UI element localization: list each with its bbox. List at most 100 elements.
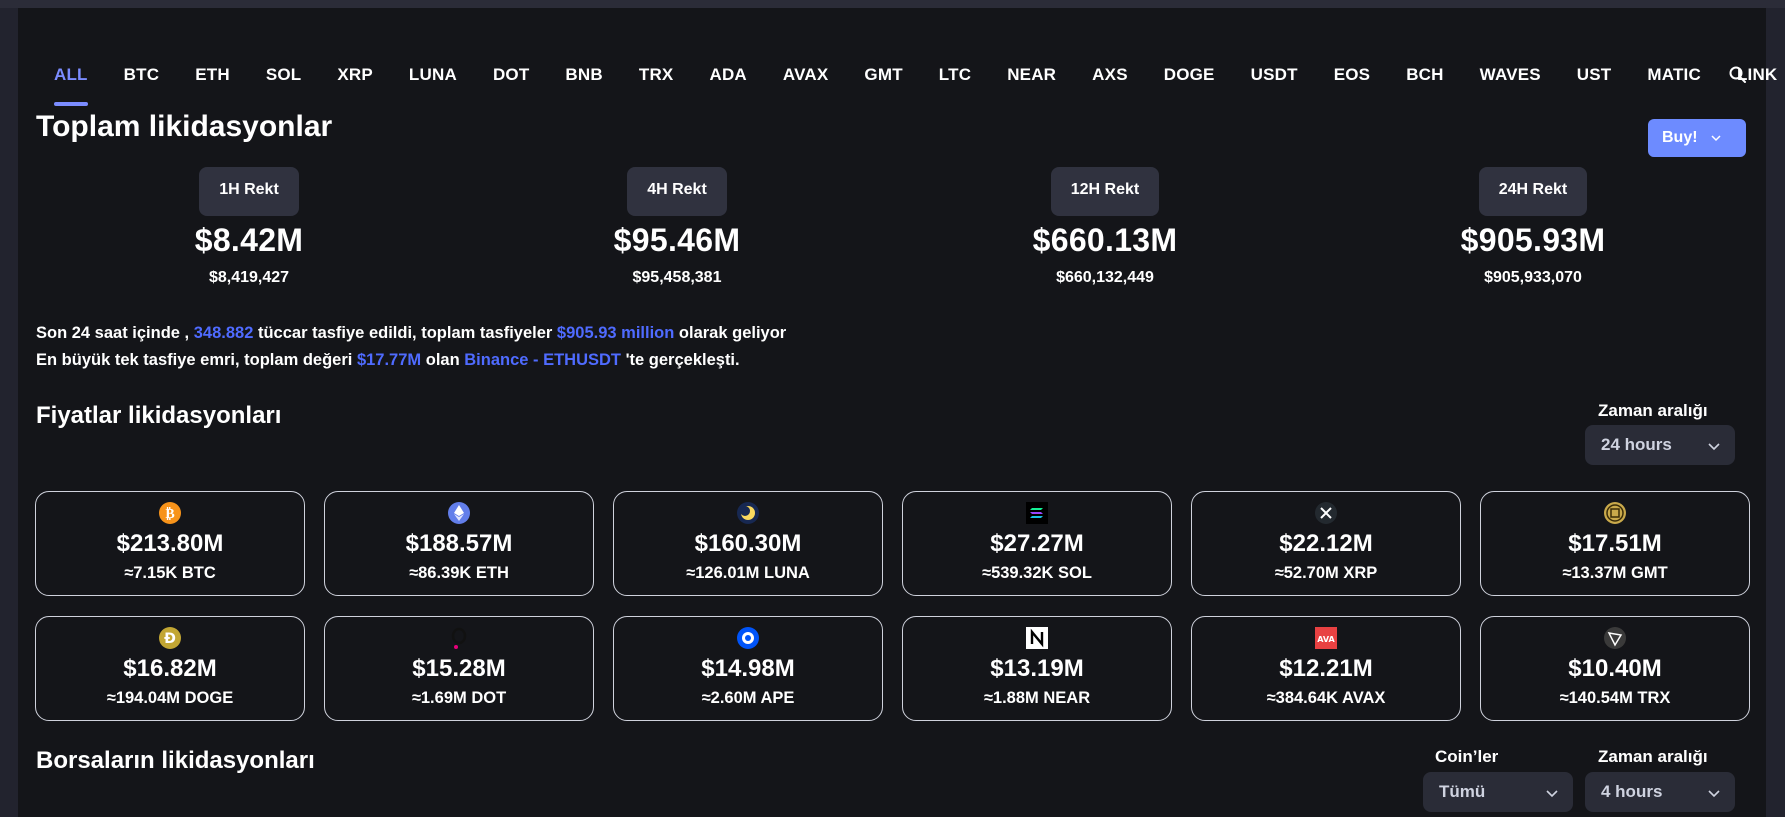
chevron-down-icon [1708, 443, 1720, 451]
chevron-down-icon [1708, 790, 1720, 798]
tab-eth[interactable]: ETH [195, 65, 230, 84]
avalanche-icon: AVA [1314, 626, 1338, 650]
chevron-down-icon [1546, 790, 1558, 798]
rekt-short-value: $95.46M [613, 222, 741, 258]
tab-waves[interactable]: WAVES [1479, 65, 1541, 84]
luna-icon [736, 501, 760, 525]
largest-order-value: $17.77M [356, 351, 422, 369]
tab-xrp[interactable]: XRP [337, 65, 373, 84]
solana-icon [1025, 501, 1049, 525]
coin-card-sol[interactable]: $27.27M ≈539.32K SOL [902, 491, 1172, 596]
coin-card-ape[interactable]: $14.98M ≈2.60M APE [613, 616, 883, 721]
coin-card-near[interactable]: $13.19M ≈1.88M NEAR [902, 616, 1172, 721]
coin-card-dot[interactable]: $15.28M ≈1.69M DOT [324, 616, 594, 721]
window-top-strip [0, 0, 1785, 8]
coin-usd-value: $10.40M [1568, 655, 1662, 682]
coin-card-trx[interactable]: $10.40M ≈140.54M TRX [1480, 616, 1750, 721]
buy-button[interactable]: Buy! [1648, 119, 1746, 157]
rekt-period-label[interactable]: 12H Rekt [1050, 167, 1160, 216]
tab-ada[interactable]: ADA [709, 65, 747, 84]
coin-amount: ≈1.69M DOT [411, 689, 507, 707]
coin-amount: ≈126.01M LUNA [686, 564, 810, 582]
coins-filter-label: Coin’ler [1435, 747, 1499, 766]
tab-bnb[interactable]: BNB [565, 65, 603, 84]
rekt-period-label[interactable]: 1H Rekt [199, 167, 299, 216]
near-icon [1025, 626, 1049, 650]
coin-card-avax[interactable]: AVA $12.21M ≈384.64K AVAX [1191, 616, 1461, 721]
tab-eos[interactable]: EOS [1333, 65, 1371, 84]
rekt-24h: 24H Rekt $905.93M $905,933,070 [1433, 167, 1633, 287]
tab-sol[interactable]: SOL [265, 65, 302, 84]
rekt-12h: 12H Rekt $660.13M $660,132,449 [1005, 167, 1205, 287]
exchange-time-range-value: 4 hours [1601, 782, 1663, 801]
ethereum-icon [447, 501, 471, 525]
coin-usd-value: $160.30M [694, 530, 802, 557]
tab-gmt[interactable]: GMT [864, 65, 903, 84]
coin-liquidation-cards: ₿ $213.80M ≈7.15K BTC $188.57M ≈86.39K ETH $1… [35, 491, 1750, 721]
coin-card-luna[interactable]: $160.30M ≈126.01M LUNA [613, 491, 883, 596]
exchange-time-range-label: Zaman aralığı [1598, 747, 1708, 766]
tab-ltc[interactable]: LTC [938, 65, 972, 84]
coin-card-eth[interactable]: $188.57M ≈86.39K ETH [324, 491, 594, 596]
rekt-period-label[interactable]: 4H Rekt [627, 167, 727, 216]
summary-text: olan [421, 351, 465, 369]
rekt-full-value: $95,458,381 [632, 269, 722, 286]
coin-amount: ≈86.39K ETH [409, 564, 509, 582]
polkadot-icon [447, 626, 471, 650]
tab-usdt[interactable]: USDT [1250, 65, 1298, 84]
chevron-down-icon [1711, 135, 1721, 142]
tab-trx[interactable]: TRX [638, 65, 674, 84]
exchange-time-range-select[interactable]: 4 hours [1585, 772, 1735, 812]
coin-amount: ≈2.60M APE [701, 689, 795, 707]
tab-matic[interactable]: MATIC [1647, 65, 1701, 84]
tab-all[interactable]: ALL [36, 58, 106, 106]
coin-usd-value: $27.27M [990, 530, 1084, 557]
tab-axs[interactable]: AXS [1092, 65, 1128, 84]
page-title: Toplam likidasyonlar [36, 110, 333, 143]
tab-near[interactable]: NEAR [1007, 65, 1057, 84]
gmt-icon [1603, 501, 1627, 525]
summary-text: 'te gerçekleşti. [621, 351, 740, 369]
summary-text: tüccar tasfiye edildi, toplam tasfiyeler [253, 324, 557, 342]
time-range-value: 24 hours [1601, 435, 1672, 454]
tab-link[interactable]: LINK [1736, 65, 1778, 84]
tab-dot[interactable]: DOT [492, 65, 530, 84]
coin-amount: ≈140.54M TRX [1559, 689, 1671, 707]
rekt-full-value: $905,933,070 [1484, 269, 1582, 286]
coin-card-gmt[interactable]: $17.51M ≈13.37M GMT [1480, 491, 1750, 596]
tab-bch[interactable]: BCH [1406, 65, 1444, 84]
xrp-icon [1314, 501, 1338, 525]
bitcoin-icon: ₿ [158, 501, 182, 525]
tab-avax[interactable]: AVAX [782, 65, 829, 84]
summary-line-1: Son 24 saat içinde , 348.882 tüccar tasf… [36, 320, 786, 347]
coin-card-xrp[interactable]: $22.12M ≈52.70M XRP [1191, 491, 1461, 596]
rekt-short-value: $905.93M [1460, 222, 1606, 258]
apecoin-icon [736, 626, 760, 650]
largest-order-exchange-link[interactable]: Binance - ETHUSDT [464, 351, 622, 369]
liquidation-summary: Son 24 saat içinde , 348.882 tüccar tasf… [36, 320, 786, 374]
tab-btc[interactable]: BTC [123, 65, 160, 84]
coin-amount: ≈52.70M XRP [1274, 564, 1378, 582]
coin-amount: ≈194.04M DOGE [106, 689, 234, 707]
coin-card-btc[interactable]: ₿ $213.80M ≈7.15K BTC [35, 491, 305, 596]
time-range-label: Zaman aralığı [1598, 401, 1708, 420]
total-liquidations: $905.93 million [556, 324, 675, 342]
coins-filter-select[interactable]: Tümü [1423, 772, 1573, 812]
coin-amount: ≈1.88M NEAR [983, 689, 1091, 707]
coins-filter-value: Tümü [1439, 782, 1486, 801]
coin-amount: ≈7.15K BTC [124, 564, 216, 582]
exchanges-section-title: Borsaların likidasyonları [36, 747, 315, 774]
dogecoin-icon: Ð [158, 626, 182, 650]
time-range-select[interactable]: 24 hours [1585, 425, 1735, 465]
summary-line-2: En büyük tek tasfiye emri, toplam değeri… [36, 347, 786, 374]
rekt-full-value: $660,132,449 [1056, 269, 1154, 286]
coin-card-doge[interactable]: Ð $16.82M ≈194.04M DOGE [35, 616, 305, 721]
main-panel [18, 8, 1766, 817]
tab-ust[interactable]: UST [1576, 65, 1612, 84]
tab-luna[interactable]: LUNA [408, 65, 457, 84]
search-icon[interactable] [1728, 65, 1748, 85]
rekt-short-value: $8.42M [194, 222, 304, 258]
rekt-period-label[interactable]: 24H Rekt [1478, 167, 1588, 216]
tab-doge[interactable]: DOGE [1163, 65, 1215, 84]
rekt-full-value: $8,419,427 [208, 269, 290, 286]
